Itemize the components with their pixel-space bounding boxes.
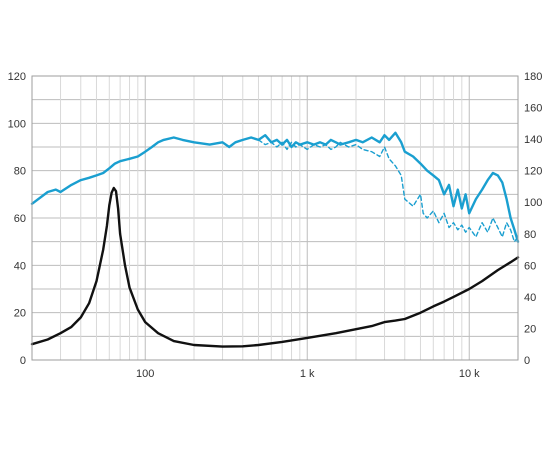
series-line-2 [257, 139, 519, 243]
plot-frame [31, 75, 519, 361]
y-tick-right: 80 [524, 229, 536, 241]
y-tick-left: 0 [20, 355, 26, 367]
y-tick-right: 0 [524, 355, 530, 367]
y-tick-left: 80 [14, 166, 26, 178]
y-tick-left: 100 [8, 118, 26, 130]
y-tick-right: 60 [524, 260, 536, 272]
x-tick: 1 k [300, 368, 315, 380]
x-tick: 100 [136, 368, 154, 380]
series-line-3 [30, 186, 520, 348]
y-tick-right: 20 [524, 323, 536, 335]
y-tick-right: 140 [524, 134, 542, 146]
series-line-1 [30, 131, 520, 243]
tick-labels: 0 20 40 60 80 100 120 0 20 40 60 80 100 120 140 160 180 1… [8, 71, 543, 380]
y-tick-left: 20 [14, 308, 26, 320]
x-tick: 10 k [459, 368, 480, 380]
y-tick-right: 100 [524, 197, 542, 209]
y-tick-right: 180 [524, 71, 542, 83]
y-tick-left: 60 [14, 213, 26, 225]
y-tick-left: 120 [8, 71, 26, 83]
grid [31, 75, 519, 361]
y-tick-left: 40 [14, 260, 26, 272]
series-layer [30, 131, 520, 348]
y-tick-right: 40 [524, 292, 536, 304]
y-tick-right: 120 [524, 166, 542, 178]
y-tick-right: 160 [524, 103, 542, 115]
